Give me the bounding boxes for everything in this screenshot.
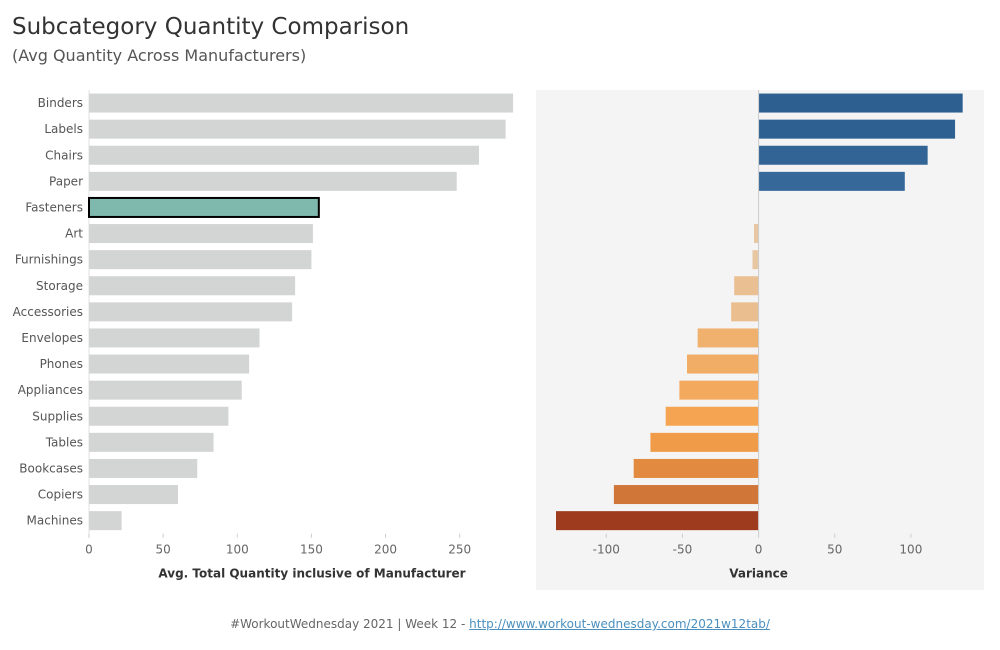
category-label-chairs: Chairs (45, 148, 83, 162)
right-tick-label: 50 (827, 543, 842, 557)
variance-bar-labels[interactable] (758, 119, 956, 139)
category-label-storage: Storage (36, 279, 83, 293)
category-label-tables: Tables (45, 435, 83, 449)
category-label-machines: Machines (27, 514, 83, 528)
left-axis-title: Avg. Total Quantity inclusive of Manufac… (158, 567, 465, 581)
left-bar-phones[interactable] (89, 354, 250, 374)
right-tick-label: 0 (755, 543, 763, 557)
right-axis-title: Variance (729, 567, 788, 581)
left-bar-envelopes[interactable] (89, 328, 260, 348)
left-bar-labels[interactable] (89, 119, 506, 139)
variance-bar-supplies[interactable] (665, 406, 759, 426)
category-label-fasteners: Fasteners (25, 200, 83, 214)
category-label-binders: Binders (38, 96, 83, 110)
right-tick-label: 100 (899, 543, 922, 557)
category-label-paper: Paper (49, 174, 83, 188)
left-tick-label: 50 (155, 543, 170, 557)
variance-bar-tables[interactable] (650, 432, 759, 452)
variance-bar-furnishings[interactable] (752, 250, 759, 270)
footer: #WorkoutWednesday 2021 | Week 12 - http:… (0, 617, 1000, 631)
category-label-labels: Labels (44, 122, 83, 136)
variance-bar-phones[interactable] (686, 354, 759, 374)
left-tick-label: 150 (300, 543, 323, 557)
variance-bar-art[interactable] (754, 224, 759, 244)
variance-bar-chairs[interactable] (758, 145, 928, 165)
chart-title: Subcategory Quantity Comparison (12, 14, 410, 40)
category-label-phones: Phones (40, 357, 83, 371)
category-label-appliances: Appliances (18, 383, 83, 397)
left-tick-label: 250 (448, 543, 471, 557)
variance-bar-binders[interactable] (758, 93, 963, 113)
left-tick-label: 200 (374, 543, 397, 557)
left-bar-bookcases[interactable] (89, 458, 198, 478)
left-bar-furnishings[interactable] (89, 250, 312, 270)
variance-bar-accessories[interactable] (731, 302, 759, 322)
left-bar-fasteners[interactable] (88, 196, 320, 218)
category-label-supplies: Supplies (32, 409, 83, 423)
right-tick-label: -50 (673, 543, 693, 557)
variance-bar-copiers[interactable] (613, 485, 759, 505)
variance-bar-appliances[interactable] (679, 380, 759, 400)
right-tick-label: -100 (593, 543, 620, 557)
variance-bar-machines[interactable] (556, 511, 759, 531)
chart-subtitle: (Avg Quantity Across Manufacturers) (12, 46, 307, 65)
left-tick-label: 100 (226, 543, 249, 557)
category-label-furnishings: Furnishings (15, 253, 83, 267)
category-label-art: Art (65, 227, 83, 241)
left-bar-accessories[interactable] (89, 302, 293, 322)
variance-bar-bookcases[interactable] (633, 458, 759, 478)
left-bar-paper[interactable] (89, 171, 457, 191)
left-bar-chairs[interactable] (89, 145, 479, 165)
footer-link[interactable]: http://www.workout-wednesday.com/2021w12… (469, 617, 770, 631)
footer-text: #WorkoutWednesday 2021 | Week 12 - (230, 617, 470, 631)
left-bar-tables[interactable] (89, 432, 214, 452)
left-bar-machines[interactable] (89, 511, 122, 531)
left-bar-appliances[interactable] (89, 380, 242, 400)
left-bar-binders[interactable] (89, 93, 514, 113)
left-tick-label: 0 (85, 543, 93, 557)
left-bar-art[interactable] (89, 224, 313, 244)
category-label-envelopes: Envelopes (21, 331, 83, 345)
variance-bar-envelopes[interactable] (697, 328, 759, 348)
left-bar-supplies[interactable] (89, 406, 229, 426)
category-label-bookcases: Bookcases (19, 461, 83, 475)
variance-bar-storage[interactable] (734, 276, 759, 296)
category-label-copiers: Copiers (38, 488, 83, 502)
variance-bar-paper[interactable] (758, 171, 905, 191)
left-bar-copiers[interactable] (89, 485, 178, 505)
category-label-accessories: Accessories (13, 305, 83, 319)
left-bar-storage[interactable] (89, 276, 296, 296)
